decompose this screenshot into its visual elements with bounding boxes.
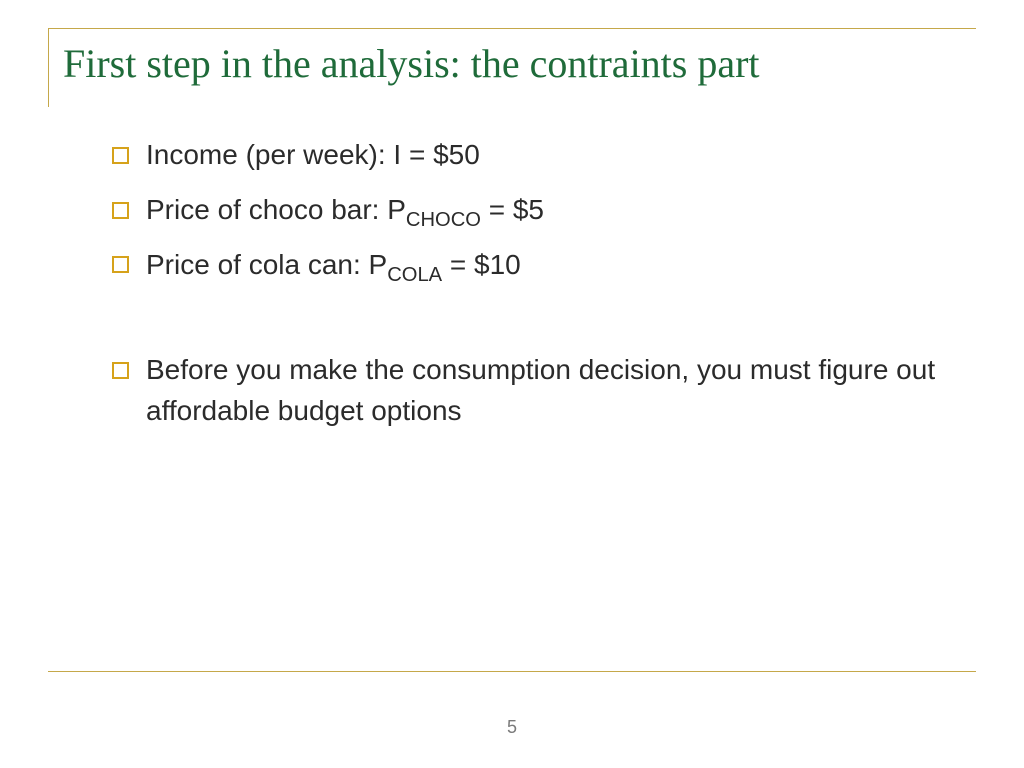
bullet-item: Price of choco bar: PCHOCO = $5 bbox=[112, 190, 966, 235]
slide-title: First step in the analysis: the contrain… bbox=[63, 39, 976, 89]
bullet-text: Price of cola can: P bbox=[146, 249, 387, 280]
bullet-text-post: = $10 bbox=[442, 249, 521, 280]
bullet-item: Before you make the consumption decision… bbox=[112, 350, 966, 435]
bullet-list: Income (per week): I = $50 Price of choc… bbox=[112, 135, 966, 435]
bottom-rule bbox=[48, 671, 976, 672]
bullet-item: Price of cola can: PCOLA = $10 bbox=[112, 245, 966, 290]
bullet-text: Before you make the consumption decision… bbox=[146, 354, 935, 426]
bullet-subscript: COLA bbox=[387, 264, 442, 286]
bullet-text: Price of choco bar: P bbox=[146, 194, 406, 225]
slide: First step in the analysis: the contrain… bbox=[0, 0, 1024, 768]
bullet-text-post: = $5 bbox=[481, 194, 544, 225]
page-number: 5 bbox=[0, 717, 1024, 738]
title-container: First step in the analysis: the contrain… bbox=[48, 29, 976, 107]
bullet-item: Income (per week): I = $50 bbox=[112, 135, 966, 180]
bullet-text: Income (per week): I = $50 bbox=[146, 139, 480, 170]
slide-body: Income (per week): I = $50 Price of choc… bbox=[48, 107, 976, 435]
bullet-subscript: CHOCO bbox=[406, 209, 481, 231]
